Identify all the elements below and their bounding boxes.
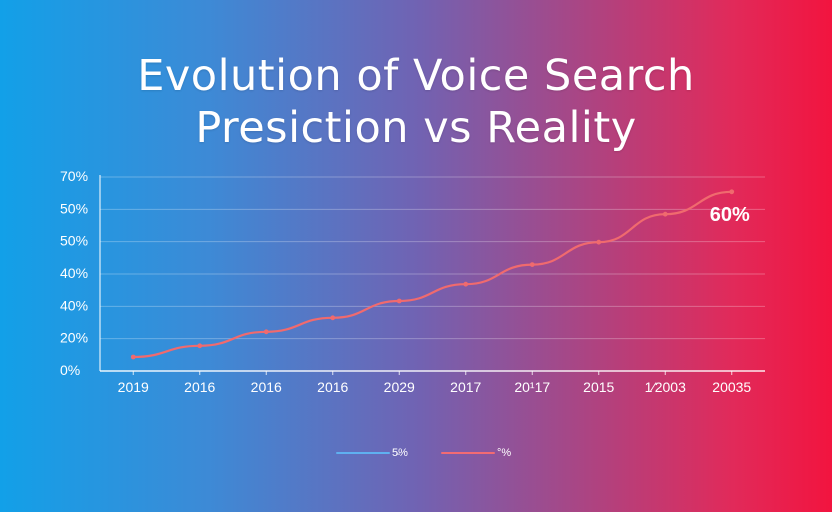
x-tick-label: 1⁄2003: [645, 379, 686, 395]
x-tick-label: 2016: [317, 379, 348, 395]
x-tick-label: 2016: [251, 379, 282, 395]
legend-label-red: °%: [497, 447, 512, 459]
data-point: [396, 298, 402, 304]
y-tick-label: 40%: [60, 265, 88, 281]
data-point: [729, 189, 735, 195]
legend-swatch-blue: [336, 452, 390, 454]
x-tick-label: 20035: [712, 379, 751, 395]
chart-title-line-1: Evolution of Voice Search: [137, 51, 695, 101]
data-point: [529, 262, 535, 267]
chart-legend: 5̵% °%: [0, 444, 832, 462]
legend-label-blue: 5̵%: [392, 447, 408, 459]
data-point: [263, 329, 269, 335]
y-tick-label: 70%: [60, 168, 88, 184]
data-label: 60%: [710, 204, 750, 226]
data-point: [330, 315, 336, 321]
legend-item-blue: 5̵%: [336, 444, 408, 462]
y-tick-label: 50%: [60, 200, 88, 216]
legend-item-red: °%: [441, 444, 511, 462]
x-tick-label: 20¹17: [514, 379, 550, 395]
data-point: [596, 239, 602, 245]
x-tick-label: 2017: [450, 379, 481, 395]
x-tick-label: 2015: [583, 379, 614, 395]
series-line: [132, 190, 733, 359]
data-point: [463, 281, 469, 287]
data-point: [662, 211, 668, 217]
y-tick-label: 20%: [60, 330, 88, 346]
y-tick-label: 40%: [60, 297, 88, 313]
data-point: [130, 354, 136, 360]
data-point: [197, 343, 203, 349]
y-tick-label: 0%: [60, 362, 80, 378]
legend-swatch-red: [441, 452, 495, 454]
x-tick-label: 2019: [118, 379, 149, 395]
y-tick-label: 50%: [60, 233, 88, 249]
x-tick-label: 2029: [384, 379, 415, 395]
x-tick-label: 2016: [184, 379, 215, 395]
chart-title: Evolution of Voice Search Presiction vs …: [0, 50, 832, 154]
chart-title-line-2: Presiction vs Reality: [195, 103, 637, 153]
